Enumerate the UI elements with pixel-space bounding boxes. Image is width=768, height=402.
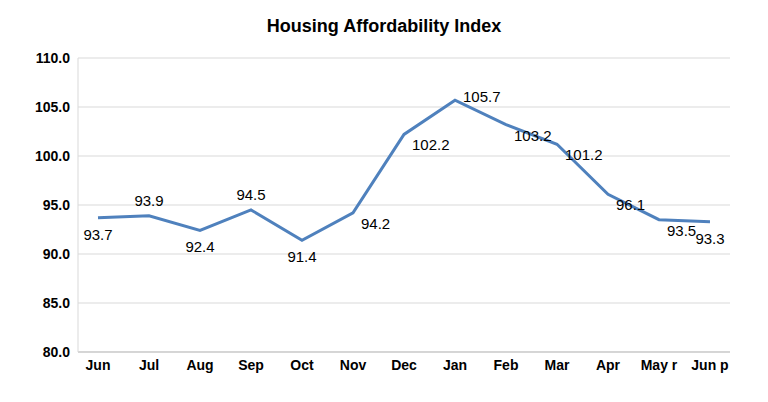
svg-text:91.4: 91.4 — [287, 248, 316, 265]
svg-text:85.0: 85.0 — [43, 295, 70, 311]
svg-text:105.0: 105.0 — [35, 99, 70, 115]
svg-text:Jul: Jul — [139, 357, 159, 373]
svg-text:93.3: 93.3 — [695, 230, 724, 247]
svg-text:93.9: 93.9 — [134, 192, 163, 209]
svg-text:96.1: 96.1 — [616, 196, 645, 213]
svg-text:Jan: Jan — [443, 357, 467, 373]
svg-text:80.0: 80.0 — [43, 344, 70, 360]
svg-text:Sep: Sep — [238, 357, 264, 373]
svg-text:93.5: 93.5 — [667, 222, 696, 239]
svg-text:Feb: Feb — [494, 357, 519, 373]
svg-text:Jun: Jun — [86, 357, 111, 373]
svg-text:Mar: Mar — [545, 357, 570, 373]
svg-text:Dec: Dec — [391, 357, 417, 373]
svg-text:90.0: 90.0 — [43, 246, 70, 262]
svg-text:Jun p: Jun p — [691, 357, 728, 373]
svg-text:93.7: 93.7 — [83, 226, 112, 243]
svg-text:95.0: 95.0 — [43, 197, 70, 213]
svg-text:Nov: Nov — [340, 357, 367, 373]
svg-text:105.7: 105.7 — [463, 88, 501, 105]
svg-text:94.2: 94.2 — [361, 215, 390, 232]
svg-text:102.2: 102.2 — [412, 136, 450, 153]
svg-text:101.2: 101.2 — [565, 146, 603, 163]
svg-text:103.2: 103.2 — [514, 127, 552, 144]
svg-text:Oct: Oct — [290, 357, 314, 373]
svg-text:May r: May r — [641, 357, 678, 373]
svg-text:Apr: Apr — [596, 357, 621, 373]
html-text:Housing Affordability Index: Housing Affordability Index — [266, 16, 502, 36]
svg-text:94.5: 94.5 — [236, 186, 265, 203]
svg-text:100.0: 100.0 — [35, 148, 70, 164]
svg-text:Aug: Aug — [186, 357, 213, 373]
svg-text:110.0: 110.0 — [36, 50, 70, 66]
svg-text:92.4: 92.4 — [185, 238, 214, 255]
